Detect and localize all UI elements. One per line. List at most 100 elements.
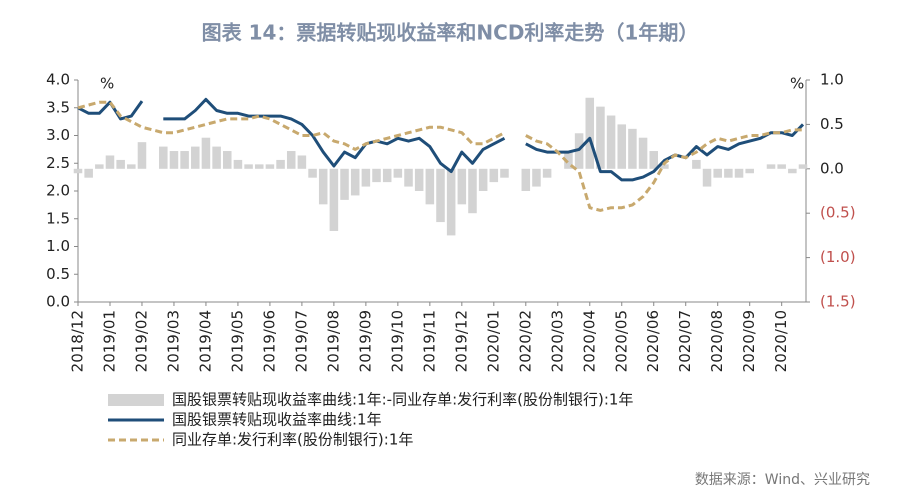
bar [233,159,243,169]
bar [350,168,360,196]
bar [361,168,371,187]
y-tick-label: 2.5 [46,154,70,172]
x-tick-label: 2020/01 [484,310,502,372]
y-tick-label: 1.0 [46,237,70,255]
bar [265,164,275,169]
x-tick-label: 2020/07 [676,310,694,372]
x-tick-label: 2019/08 [324,310,342,372]
x-tick-label: 2020/09 [740,310,758,372]
bar [724,168,733,178]
bar [564,151,573,169]
bar [617,124,627,169]
bar [489,168,499,183]
bar [628,128,637,169]
x-tick-label: 2019/05 [228,310,246,372]
bar [745,168,754,174]
bar [585,97,595,169]
x-tick-label: 2019/03 [164,310,182,372]
bar [244,164,253,169]
bar [404,168,413,187]
bar [329,168,339,231]
y2-axis-label: % [790,75,804,93]
x-tick-label: 2020/04 [580,310,598,372]
bar [692,159,701,169]
bar [286,151,296,169]
line [77,97,805,182]
chart-title: 图表 14：票据转贴现收益率和NCD利率走势（1年期） [202,21,699,45]
bar [127,164,136,169]
bar [116,159,125,169]
bar [542,168,552,178]
x-tick-label: 2019/06 [260,310,278,372]
dashed-line [77,100,803,212]
bar [414,168,424,191]
x-tick-label: 2018/12 [69,310,87,372]
x-tick-label: 2020/08 [708,310,726,372]
x-tick-label: 2020/02 [516,310,534,372]
x-tick-label: 2020/10 [772,310,790,372]
bar [105,155,115,169]
bar [84,168,93,178]
x-tick-label: 2019/01 [100,310,118,372]
legend-label: 国股银票转贴现收益率曲线:1年:-同业存单:发行利率(股份制银行):1年 [172,391,633,409]
bar [180,151,189,169]
bar [478,168,488,191]
y-tick-label: 3.0 [46,126,70,144]
y2-tick-label: (0.5) [820,204,856,222]
bar [638,137,648,169]
bar [137,142,147,169]
bar [223,151,232,169]
bar [798,164,808,169]
bar [713,168,722,178]
y2-tick-label: 0.0 [820,159,844,177]
y-tick-label: 0.5 [46,265,70,283]
x-tick-label: 2019/07 [292,310,310,372]
bar [73,168,83,174]
bar [425,168,435,205]
y-tick-label: 2.0 [46,182,70,200]
bar [606,115,616,169]
y2-tick-label: (1.5) [820,293,856,311]
bar [596,106,605,169]
bar [276,159,285,169]
bar [532,168,541,187]
bar [766,164,776,169]
bar [702,168,712,187]
bar [308,168,317,178]
bar [382,168,392,183]
x-tick-label: 2019/09 [356,310,374,372]
y2-tick-label: 1.0 [820,71,844,89]
bar [500,168,509,178]
bar [436,168,445,223]
x-tick-label: 2019/02 [132,310,150,372]
bar [393,168,403,178]
bar [468,168,477,214]
bar [574,133,584,169]
bar [457,168,467,205]
bar [159,146,168,169]
y-tick-label: 4.0 [46,71,70,89]
bar [660,164,669,169]
y-tick-label: 0.0 [46,293,70,311]
y-tick-label: 1.5 [46,209,70,227]
y-tick-label: 3.5 [46,98,70,116]
bar [340,168,349,200]
bar [521,168,531,191]
bar [201,137,211,169]
bar [254,164,264,169]
x-tick-label: 2020/03 [548,310,566,372]
bar [372,168,381,183]
legend-label: 同业存单:发行利率(股份制银行):1年 [172,431,413,449]
x-tick-label: 2020/05 [612,310,630,372]
x-tick-label: 2020/06 [644,310,662,372]
legend-swatch [108,394,164,406]
bar [446,168,456,236]
y2-tick-label: (1.0) [820,248,856,266]
bar [191,146,200,169]
bar [777,164,786,169]
y2-tick-label: 0.5 [820,115,844,133]
bar [734,168,744,178]
bar [297,155,307,169]
bar [649,151,658,169]
